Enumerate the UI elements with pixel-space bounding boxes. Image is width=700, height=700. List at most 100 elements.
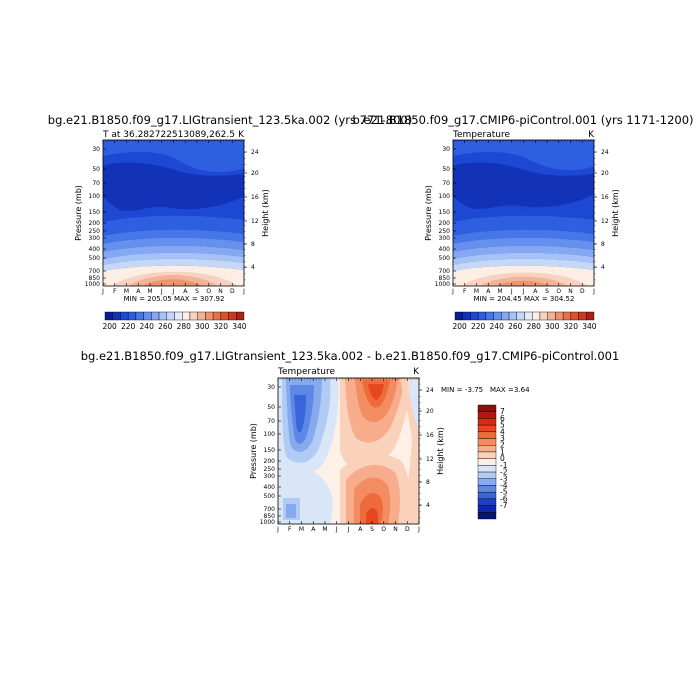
panel1-axes: J F M A M J J A S O N D J305070100150200250300400500…	[74, 139, 270, 295]
panel3-ytick-label: 1000	[260, 519, 275, 526]
panel3-cb-swatch	[477, 418, 497, 426]
panel1-ytick-label: 250	[89, 228, 101, 235]
panel1-cb-swatch	[127, 311, 137, 321]
panel3-xtick-label: J	[276, 526, 279, 533]
panel2-cb-label: 300	[545, 322, 560, 331]
panel1-contour-field	[103, 140, 244, 286]
panel2-cb-label: 280	[527, 322, 542, 331]
panel2-subtitle-left: Temperature	[452, 130, 510, 140]
panel2-ytick-right-label: 4	[601, 264, 605, 271]
panel2-ytick-label: 30	[442, 146, 450, 153]
panel2-cb-swatch	[493, 311, 502, 321]
panel1-ytick-label: 150	[89, 209, 101, 216]
panel3-cb-label: -1	[500, 461, 508, 470]
panel2-xtick-label: S	[545, 288, 549, 295]
panel2-units: K	[588, 130, 595, 140]
panel1-ytick-label: 300	[89, 235, 101, 242]
panel2-xtick-label: J	[522, 288, 525, 295]
panel2-cb-swatch	[485, 311, 494, 321]
panel-lig-transient: bg.e21.B1850.f09_g17.LIGtransient_123.5k…	[48, 113, 412, 331]
panel3-cb-swatch	[477, 431, 497, 439]
panel1-ytick-label: 200	[89, 220, 101, 227]
panel2-ylabel-right: Height (km)	[611, 189, 620, 237]
panel3-ytick-label: 850	[264, 513, 276, 520]
panel1-ytick-label: 850	[89, 275, 101, 282]
panel3-cb-label: -6	[500, 494, 508, 503]
panel3-ytick-label: 500	[264, 493, 276, 500]
panel1-ytick-label: 100	[89, 193, 101, 200]
panel3-max-value: 3.64	[514, 386, 530, 394]
panel3-ytick-label: 30	[267, 384, 275, 391]
panel1-xtick-label: M	[147, 288, 152, 295]
panel1-xtick-label: A	[183, 288, 188, 295]
panel1-cb-swatch	[236, 311, 245, 321]
panel2-ytick-label: 200	[439, 220, 451, 227]
panel1-xtick-label: J	[101, 288, 104, 295]
panel3-xtick-label: J	[347, 526, 350, 533]
panel1-cb-swatch	[135, 311, 144, 321]
panel2-ytick-right-label: 20	[601, 170, 609, 177]
panel1-cb-swatch	[104, 311, 113, 321]
panel2-cb-swatch	[524, 311, 533, 321]
panel2-xtick-label: A	[533, 288, 538, 295]
panel2-cb-swatch	[501, 311, 510, 321]
panel1-xtick-label: D	[230, 288, 235, 295]
panel2-cb-swatch	[570, 311, 579, 321]
panel2-xtick-label: O	[556, 288, 561, 295]
panel2-cb-label: 200	[452, 322, 467, 331]
panel3-cb-swatch	[477, 404, 497, 412]
panel3-cb-label: 7	[500, 407, 505, 416]
panel2-cb-swatch	[477, 311, 487, 321]
panel1-cb-swatch	[143, 311, 152, 321]
panel2-xtick-label: M	[497, 288, 502, 295]
panel1-cb-label: 300	[195, 322, 210, 331]
panel1-xtick-label: S	[195, 288, 199, 295]
panel1-ytick-label: 1000	[85, 281, 100, 288]
panel3-ytick-right-label: 8	[426, 479, 430, 486]
panel1-cb-swatch	[151, 311, 160, 321]
panel3-cb-swatch	[477, 478, 497, 486]
panel2-ytick-right-label: 24	[601, 149, 609, 156]
panel1-cb-label: 200	[102, 322, 117, 331]
panel3-ylabel-right: Height (km)	[436, 427, 445, 475]
panel2-ytick-right-label: 16	[601, 194, 609, 201]
panel3-cb-label: -4	[500, 481, 508, 490]
panel1-xtick-label: A	[136, 288, 141, 295]
panel2-cb-swatch	[562, 311, 572, 321]
panel1-ytick-right-label: 12	[251, 218, 259, 225]
panel2-ytick-label: 150	[439, 209, 451, 216]
panel1-ylabel-right: Height (km)	[261, 189, 270, 237]
panel3-ytick-label: 700	[264, 506, 276, 513]
panel1-cb-label: 240	[140, 322, 155, 331]
panel3-cb-label: 2	[500, 441, 505, 450]
panel2-ytick-label: 100	[439, 193, 451, 200]
panel3-cb-swatch	[477, 491, 497, 500]
panel2-xtick-label: F	[463, 288, 467, 295]
panel2-cb-swatch	[462, 311, 471, 321]
panel1-units: K	[238, 130, 245, 140]
panel1-ylabel: Pressure (mb)	[74, 185, 83, 241]
panel3-xtick-label: F	[288, 526, 292, 533]
panel3-cb-swatch	[477, 411, 497, 419]
panel3-cb-label: 4	[500, 427, 505, 436]
panel2-ytick-label: 500	[439, 255, 451, 262]
panel1-subtitle-left: T at 36.282722513089,262.5	[102, 130, 235, 140]
panel3-cb-swatch	[477, 512, 497, 520]
panel3-ytick-label: 50	[267, 404, 275, 411]
panel2-cb-swatch	[454, 311, 463, 321]
panel3-cb-label: 6	[500, 414, 505, 423]
panel1-ytick-label: 50	[92, 166, 100, 173]
panel1-ytick-label: 30	[92, 146, 100, 153]
panel3-ylabel: Pressure (mb)	[249, 423, 258, 479]
panel3-ytick-label: 300	[264, 473, 276, 480]
panel1-ytick-right-label: 4	[251, 264, 255, 271]
panel2-ylabel: Pressure (mb)	[424, 185, 433, 241]
panel3-min-value: -3.75	[465, 386, 483, 394]
panel3-xtick-label: M	[322, 526, 327, 533]
panel1-xtick-label: J	[160, 288, 163, 295]
panel2-ytick-label: 70	[442, 180, 450, 187]
panel2-cb-label: 320	[564, 322, 579, 331]
panel3-xtick-label: J	[417, 526, 420, 533]
panel2-ytick-label: 50	[442, 166, 450, 173]
